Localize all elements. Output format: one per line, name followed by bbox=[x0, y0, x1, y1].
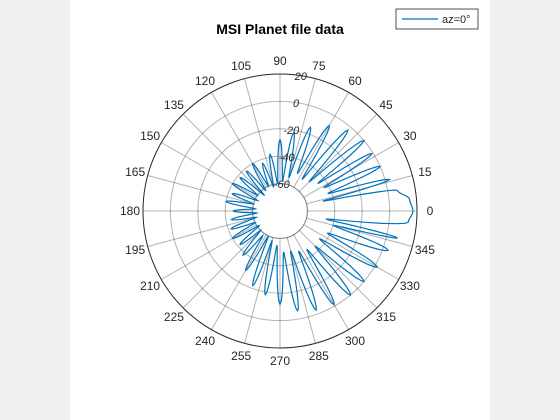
axes-background bbox=[70, 0, 490, 420]
theta-tick-label: 210 bbox=[140, 279, 160, 293]
legend-entry: az=0° bbox=[442, 14, 471, 26]
theta-tick-label: 300 bbox=[345, 334, 365, 348]
theta-tick-label: 195 bbox=[125, 243, 145, 257]
theta-tick-label: 90 bbox=[273, 54, 287, 68]
theta-grid-line bbox=[244, 78, 274, 185]
r-grid-circle bbox=[197, 128, 363, 294]
r-grid-circle bbox=[252, 183, 308, 239]
theta-grid-line bbox=[306, 217, 413, 247]
theta-grid-line bbox=[286, 237, 316, 344]
theta-tick-label: 15 bbox=[418, 165, 432, 179]
theta-grid-line bbox=[299, 230, 378, 309]
theta-tick-label: 60 bbox=[348, 74, 362, 88]
outer-boundary bbox=[142, 73, 418, 349]
theta-tick-label: 270 bbox=[270, 354, 290, 368]
theta-grid-line bbox=[161, 224, 257, 280]
r-tick-label: 20 bbox=[294, 71, 308, 83]
theta-grid-line bbox=[299, 113, 378, 192]
theta-tick-label: 105 bbox=[231, 59, 251, 73]
r-grid-circle bbox=[169, 100, 391, 322]
theta-grid-line bbox=[293, 92, 349, 188]
theta-grid-line bbox=[211, 92, 267, 188]
r-tick-label: 0 bbox=[293, 98, 300, 110]
legend: az=0° bbox=[395, 8, 479, 30]
theta-grid-line bbox=[147, 217, 254, 247]
theta-tick-label: 45 bbox=[379, 98, 393, 112]
theta-grid-line bbox=[147, 175, 254, 205]
theta-tick-label: 225 bbox=[164, 310, 184, 324]
theta-tick-label: 330 bbox=[400, 279, 420, 293]
theta-grid-line bbox=[161, 142, 257, 198]
theta-tick-label: 255 bbox=[231, 349, 251, 363]
theta-tick-label: 240 bbox=[195, 334, 215, 348]
theta-grid-line bbox=[303, 224, 399, 280]
theta-grid-line bbox=[244, 237, 274, 344]
theta-grid-line bbox=[211, 234, 267, 330]
theta-grid-line bbox=[182, 230, 261, 309]
theta-tick-label: 315 bbox=[376, 310, 396, 324]
r-tick-label: -20 bbox=[283, 125, 300, 137]
theta-grid-line bbox=[286, 78, 316, 185]
series-line bbox=[224, 124, 414, 313]
theta-tick-label: 285 bbox=[309, 349, 329, 363]
theta-grid-line bbox=[182, 113, 261, 192]
theta-tick-label: 120 bbox=[195, 74, 215, 88]
theta-tick-label: 180 bbox=[120, 204, 140, 218]
theta-grid-line bbox=[293, 234, 349, 330]
chart-title: MSI Planet file data bbox=[216, 21, 344, 37]
theta-tick-label: 150 bbox=[140, 129, 160, 143]
theta-tick-label: 75 bbox=[312, 59, 326, 73]
r-inner-circle bbox=[252, 183, 308, 239]
r-grid-circle bbox=[224, 155, 336, 267]
theta-tick-label: 30 bbox=[403, 129, 417, 143]
r-tick-label: -60 bbox=[274, 179, 291, 191]
theta-tick-label: 345 bbox=[415, 243, 435, 257]
theta-tick-label: 0 bbox=[427, 204, 434, 218]
r-tick-label: -40 bbox=[279, 152, 296, 164]
theta-tick-label: 165 bbox=[125, 165, 145, 179]
theta-tick-label: 135 bbox=[164, 98, 184, 112]
